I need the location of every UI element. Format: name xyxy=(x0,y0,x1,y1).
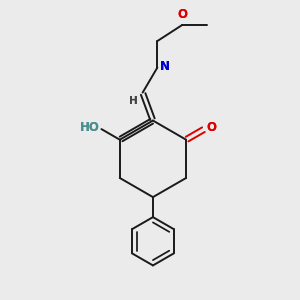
Text: N: N xyxy=(159,60,170,73)
Text: HO: HO xyxy=(77,122,100,134)
Text: N: N xyxy=(159,60,170,73)
Text: O: O xyxy=(177,8,188,21)
Text: H: H xyxy=(130,96,138,106)
Text: N: N xyxy=(159,60,170,73)
Text: O: O xyxy=(177,8,188,21)
Text: O: O xyxy=(206,122,218,134)
Text: O: O xyxy=(206,122,216,134)
Text: HO: HO xyxy=(80,122,100,134)
Text: O: O xyxy=(177,8,188,21)
Text: H: H xyxy=(130,96,138,106)
Text: O: O xyxy=(206,122,216,134)
Text: HO: HO xyxy=(80,122,100,134)
